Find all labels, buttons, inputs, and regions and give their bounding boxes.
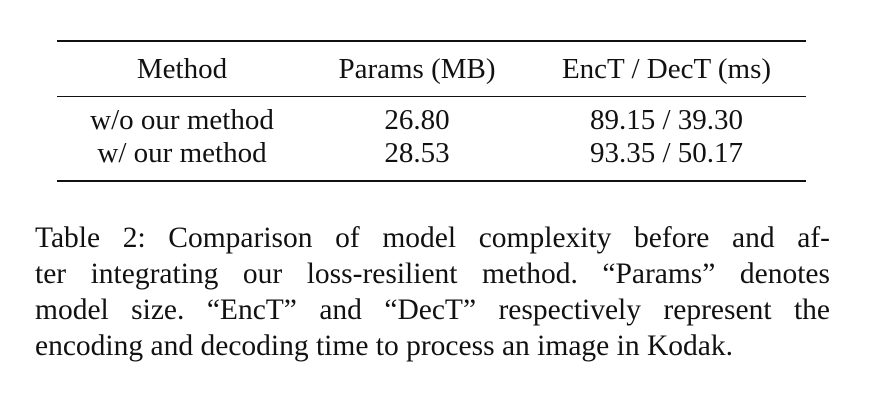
header-enct-dect: EncT / DecT (ms) bbox=[561, 52, 772, 85]
cell-params: 28.53 bbox=[384, 137, 450, 169]
table-caption: Table 2: Comparison of model complexity … bbox=[35, 220, 830, 364]
complexity-table-container: Method Params (MB) EncT / DecT (ms) w/o … bbox=[57, 40, 806, 182]
caption-line: model size. “EncT” and “DecT” respective… bbox=[35, 294, 830, 326]
cell-enct-dect: 89.15 / 39.30 bbox=[589, 104, 744, 136]
caption-line: encoding and decoding time to process an… bbox=[35, 330, 733, 362]
table-row: w/o our method 26.80 89.15 / 39.30 bbox=[57, 97, 806, 136]
cell-method: w/ our method bbox=[97, 137, 267, 169]
header-params: Params (MB) bbox=[338, 52, 496, 85]
table-header-row: Method Params (MB) EncT / DecT (ms) bbox=[57, 41, 806, 97]
header-method: Method bbox=[136, 52, 228, 85]
cell-method: w/o our method bbox=[90, 104, 274, 136]
complexity-table: Method Params (MB) EncT / DecT (ms) w/o … bbox=[57, 40, 806, 182]
cell-enct-dect: 93.35 / 50.17 bbox=[589, 137, 744, 169]
cell-params: 26.80 bbox=[384, 104, 450, 136]
caption-line: Table 2: Comparison of model complexity … bbox=[35, 222, 830, 254]
caption-line: ter integrating our loss-resilient metho… bbox=[35, 258, 830, 290]
table-row: w/ our method 28.53 93.35 / 50.17 bbox=[57, 135, 806, 181]
